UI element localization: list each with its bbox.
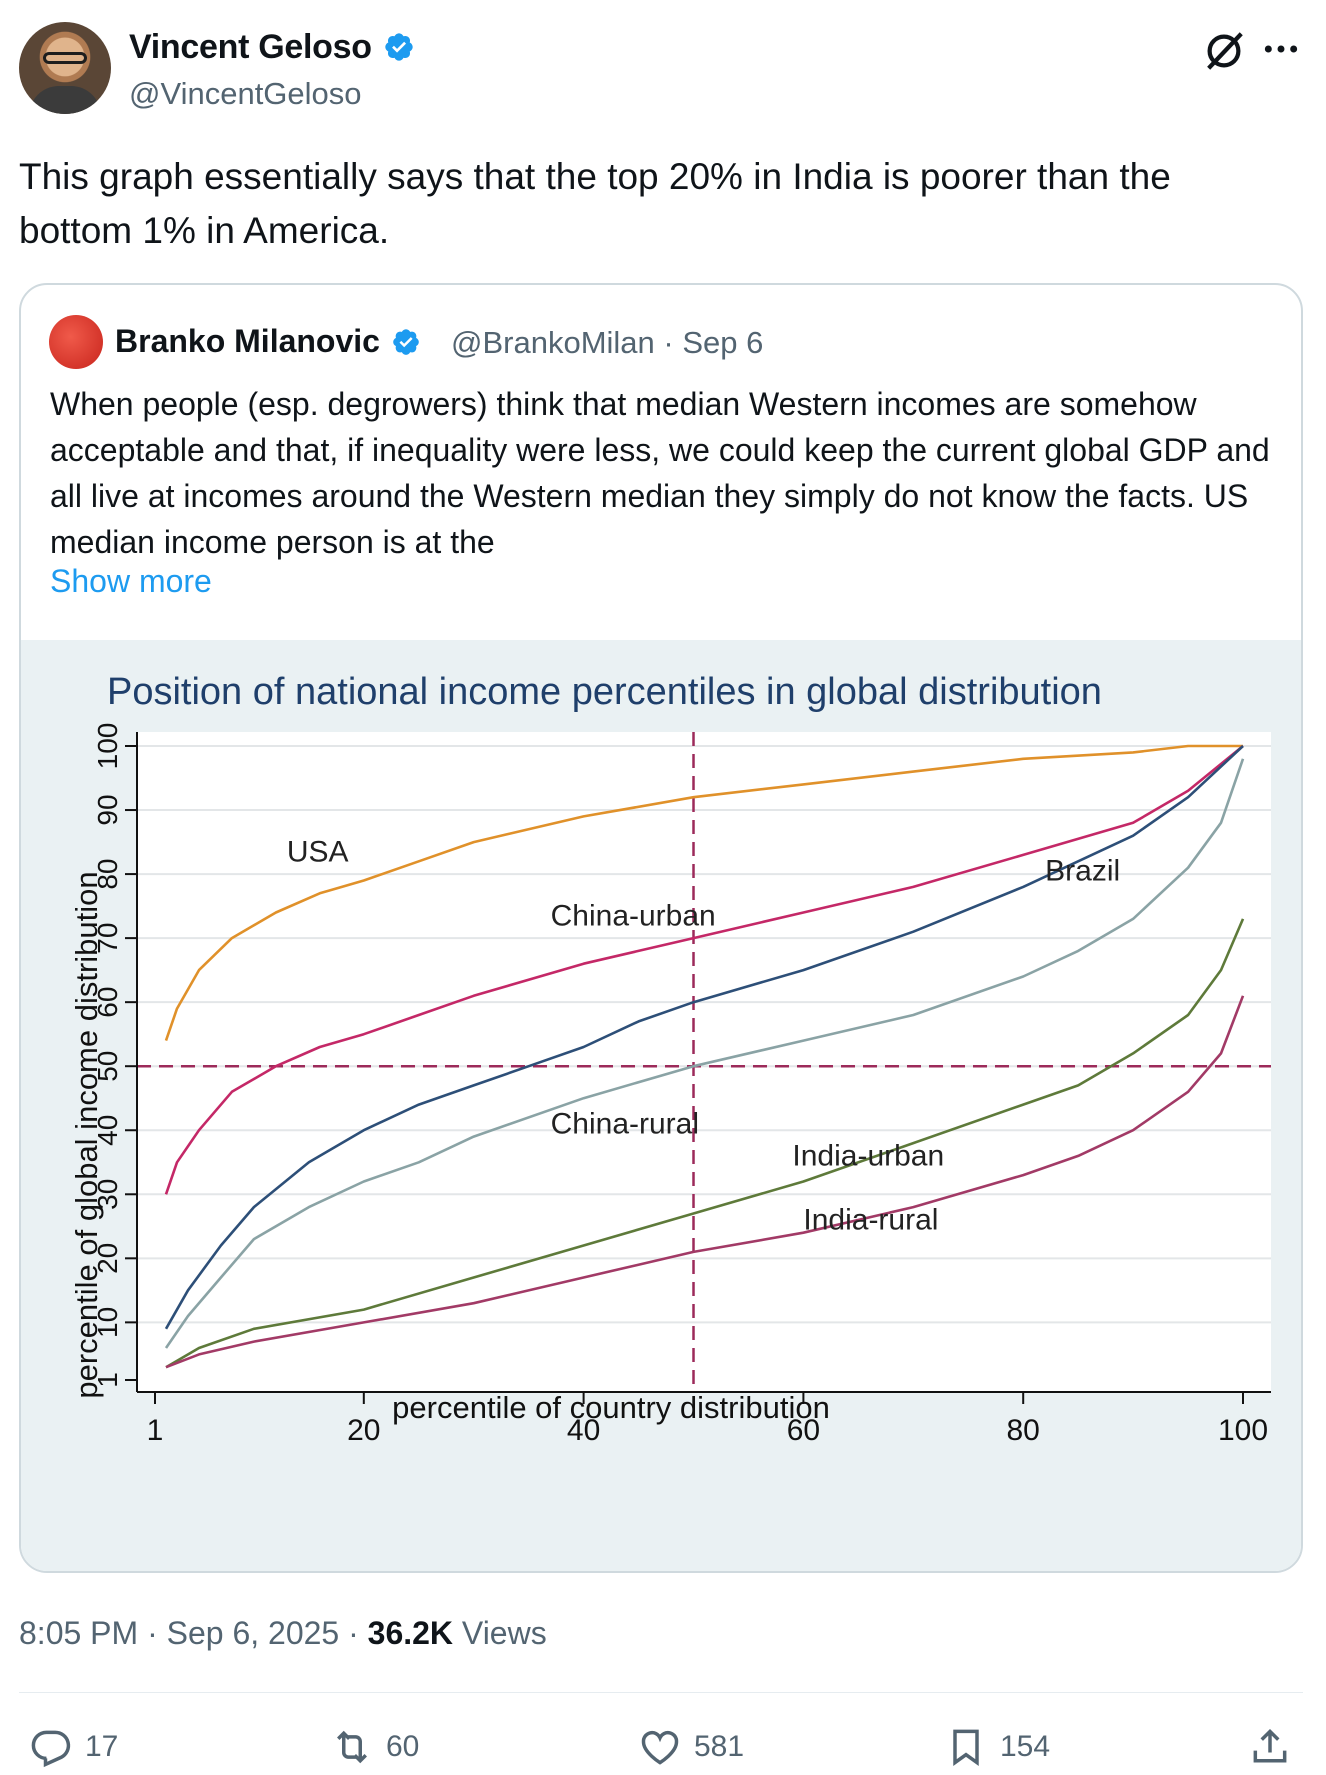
reply-count: 17 xyxy=(85,1730,119,1763)
series-label-india-rural: India-rural xyxy=(803,1204,938,1237)
series-line-china-rural xyxy=(164,758,1245,1349)
y-tick-label: 70 xyxy=(92,923,123,954)
series-line-usa xyxy=(164,744,1243,1042)
more-options-icon[interactable] xyxy=(1262,36,1300,62)
quoted-tweet-text: When people (esp. degrowers) think that … xyxy=(50,386,1270,560)
chart-image[interactable]: Position of national income percentiles … xyxy=(21,640,1301,1571)
series-line-brazil xyxy=(164,745,1244,1330)
quoted-author-avatar[interactable] xyxy=(49,315,103,369)
divider xyxy=(19,1692,1303,1693)
series-line-india-urban xyxy=(165,918,1245,1369)
author-name[interactable]: Vincent Geloso xyxy=(129,28,415,67)
like-count: 581 xyxy=(694,1730,745,1763)
grok-icon[interactable] xyxy=(1201,28,1247,74)
bookmark-button[interactable]: 154 xyxy=(944,1722,1050,1772)
x-tick-label: 1 xyxy=(147,1414,164,1447)
y-axis-label: percentile of global income distribution xyxy=(69,871,104,1398)
chart-title: Position of national income percentiles … xyxy=(107,671,1102,713)
reply-button[interactable]: 17 xyxy=(29,1722,118,1772)
y-tick-label: 60 xyxy=(92,987,123,1018)
repost-count: 60 xyxy=(386,1730,420,1763)
repost-icon xyxy=(337,1730,367,1764)
x-tick-label: 100 xyxy=(1218,1414,1268,1447)
x-tick-label: 80 xyxy=(1007,1414,1040,1447)
series-label-china-urban: China-urban xyxy=(551,899,716,932)
y-tick-label: 1 xyxy=(92,1372,123,1388)
bookmark-icon xyxy=(953,1729,979,1766)
quoted-author-handle[interactable]: @BrankoMilan · Sep 6 xyxy=(451,325,764,360)
verified-badge-icon xyxy=(393,329,419,355)
repost-button[interactable]: 60 xyxy=(330,1722,419,1772)
x-tick-label: 20 xyxy=(347,1414,380,1447)
reply-icon xyxy=(31,1730,71,1768)
share-icon xyxy=(1253,1728,1287,1763)
quoted-tweet-card[interactable]: Branko Milanovic @BrankoMilan · Sep 6 Wh… xyxy=(19,283,1303,1573)
quoted-author-name[interactable]: Branko Milanovic xyxy=(115,323,421,360)
y-tick-label: 100 xyxy=(92,723,123,770)
tweet-text: This graph essentially says that the top… xyxy=(19,156,1171,251)
y-tick-label: 30 xyxy=(92,1179,123,1210)
y-tick-label: 40 xyxy=(92,1115,123,1146)
author-avatar[interactable] xyxy=(19,22,111,114)
chart-svg: Position of national income percentiles … xyxy=(69,671,1271,1447)
show-more-link[interactable]: Show more xyxy=(50,563,212,599)
like-button[interactable]: 581 xyxy=(638,1722,744,1772)
y-tick-label: 20 xyxy=(92,1243,123,1274)
verified-badge-icon xyxy=(385,33,413,61)
author-handle[interactable]: @VincentGeloso xyxy=(129,76,362,111)
y-tick-label: 10 xyxy=(92,1307,123,1338)
x-tick-label: 60 xyxy=(787,1414,820,1447)
series-label-india-urban: India-urban xyxy=(792,1139,944,1172)
y-tick-label: 50 xyxy=(92,1051,123,1082)
heart-icon xyxy=(641,1730,679,1765)
series-label-brazil: Brazil xyxy=(1045,854,1120,887)
tweet-timestamp[interactable]: 8:05 PM · Sep 6, 2025 · 36.2K Views xyxy=(19,1615,547,1651)
series-line-china-urban xyxy=(164,744,1244,1195)
x-axis-label: percentile of country distribution xyxy=(392,1390,830,1425)
x-tick-label: 40 xyxy=(567,1414,600,1447)
views-count: 36.2K xyxy=(367,1615,454,1651)
bookmark-count: 154 xyxy=(1000,1730,1051,1763)
series-label-usa: USA xyxy=(287,835,349,868)
series-line-india-rural xyxy=(165,995,1245,1369)
plot-area xyxy=(137,732,1271,1392)
y-tick-label: 80 xyxy=(92,859,123,890)
share-button[interactable] xyxy=(1248,1722,1292,1772)
y-tick-label: 90 xyxy=(92,794,123,825)
series-label-china-rural: China-rural xyxy=(551,1107,699,1140)
